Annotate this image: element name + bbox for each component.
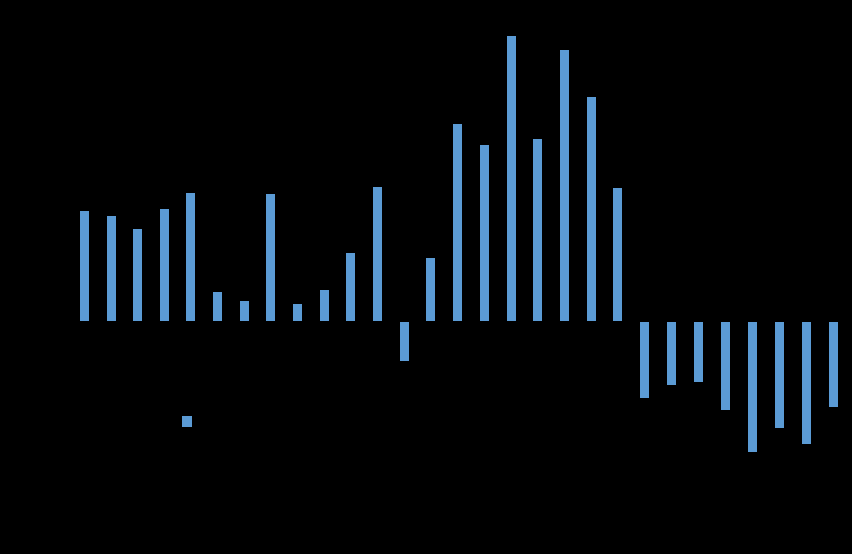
bar (507, 36, 516, 321)
bar (240, 301, 249, 321)
bar (721, 322, 730, 410)
bar (748, 322, 757, 452)
bar (480, 145, 489, 321)
bar (533, 139, 542, 321)
bar (160, 209, 169, 321)
bar (829, 322, 838, 407)
bar (320, 290, 329, 321)
bar (802, 322, 811, 444)
bar (640, 322, 649, 398)
bar (266, 194, 275, 321)
bar (293, 304, 302, 321)
bar (426, 258, 435, 321)
bar (186, 193, 195, 321)
bar (213, 292, 222, 321)
bar (453, 124, 462, 321)
bar (560, 50, 569, 321)
bar (775, 322, 784, 428)
bar (613, 188, 622, 321)
bar (400, 322, 409, 361)
bar (80, 211, 89, 321)
bar (373, 187, 382, 321)
bar (346, 253, 355, 321)
bar (587, 97, 596, 321)
bar (133, 229, 142, 321)
bar (107, 216, 116, 321)
bar (694, 322, 703, 382)
bar (667, 322, 676, 385)
legend-color-swatch (182, 416, 192, 427)
